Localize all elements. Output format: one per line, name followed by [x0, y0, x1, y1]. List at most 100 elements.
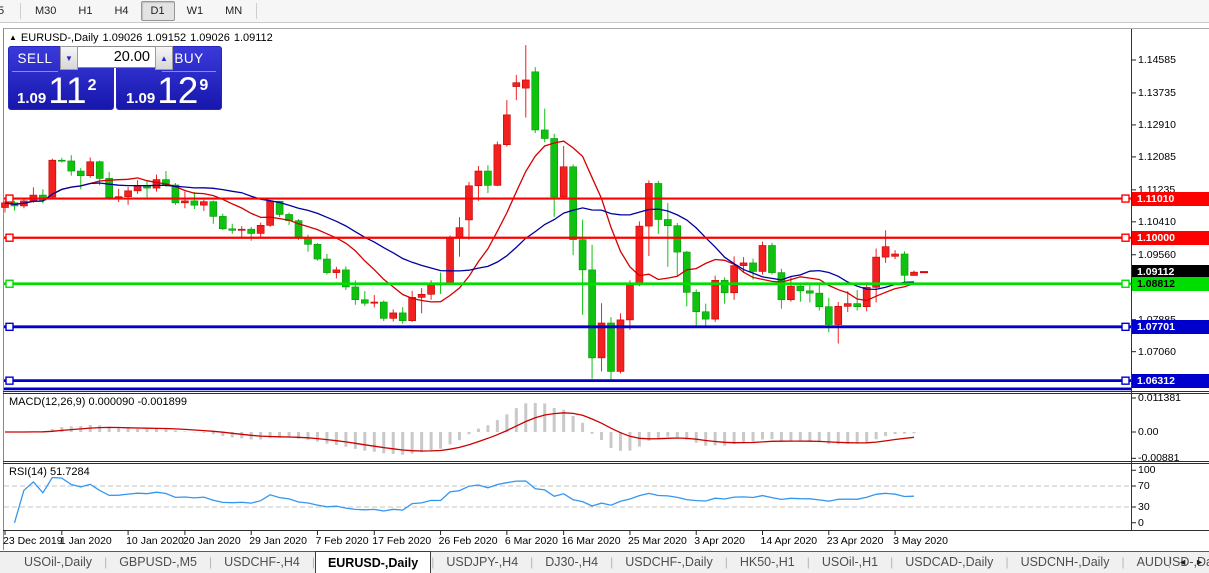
- timeframe-button-h4[interactable]: H4: [114, 5, 129, 17]
- candle-body: [843, 303, 852, 307]
- candle-body: [200, 201, 208, 206]
- candle-body: [48, 159, 57, 198]
- lot-size-input[interactable]: [78, 46, 155, 68]
- chart-tab-dj30-h4[interactable]: DJ30-,H4: [545, 555, 599, 569]
- candle-body: [95, 161, 104, 179]
- candle-body: [332, 269, 341, 273]
- ohlc-close: 1.09112: [233, 32, 273, 44]
- candle-body: [124, 190, 132, 197]
- chart-tab-audusd-daily[interactable]: AUDUSD-,Daily: [1136, 555, 1209, 569]
- tab-scroll-left-icon[interactable]: ◄: [1178, 557, 1188, 567]
- chart-tab-usdcnh-daily[interactable]: USDCNH-,Daily: [1020, 555, 1110, 569]
- lot-decrease-button[interactable]: ▼: [60, 46, 78, 70]
- timeframe-button-m30[interactable]: M30: [35, 5, 57, 17]
- timeframe-button-clipped[interactable]: 5: [0, 1, 16, 21]
- candle-body: [720, 280, 729, 294]
- candle-body: [417, 294, 426, 298]
- candle-body: [133, 185, 142, 192]
- candle-body: [58, 159, 66, 162]
- candle-body: [597, 322, 606, 359]
- indicator-tick: 70: [1138, 480, 1150, 492]
- candle-body: [247, 228, 255, 234]
- candle-body: [313, 244, 322, 260]
- sell-price-prefix: 1.09: [17, 90, 47, 107]
- collapse-arrow-icon[interactable]: ▲: [9, 33, 17, 42]
- chart-tab-eurusd-daily[interactable]: EURUSD-,Daily: [314, 551, 432, 573]
- candle-body: [749, 262, 757, 272]
- candle-body: [228, 228, 237, 231]
- price-tick: 1.12910: [1138, 118, 1176, 131]
- level-line-handle[interactable]: [5, 322, 14, 332]
- price-tick: 1.13735: [1138, 86, 1176, 99]
- candle-body: [76, 170, 85, 176]
- level-line-handle[interactable]: [1121, 279, 1130, 288]
- sell-button[interactable]: SELL: [17, 51, 53, 66]
- chart-tab-usdcad-daily[interactable]: USDCAD-,Daily: [905, 555, 994, 569]
- ohlc-high: 1.09152: [146, 32, 187, 44]
- toolbar-divider: [256, 3, 258, 19]
- level-line-handle[interactable]: [5, 194, 14, 203]
- candle-body: [806, 290, 814, 294]
- timeframe-button-d1[interactable]: D1: [140, 1, 175, 21]
- candle-body: [645, 183, 653, 227]
- lot-increase-button[interactable]: ▲: [155, 46, 173, 70]
- level-line-handle[interactable]: [5, 279, 14, 288]
- chart-tab-usdjpy-h4[interactable]: USDJPY-,H4: [446, 555, 519, 569]
- date-tick-label: 16 Mar 2020: [561, 535, 621, 547]
- timeframe-button-w1[interactable]: W1: [186, 5, 204, 17]
- indicator-tick: 30: [1138, 501, 1150, 513]
- tab-scroll-right-icon[interactable]: ►: [1195, 557, 1204, 567]
- ohlc-low: 1.09026: [190, 32, 230, 44]
- candle-body: [86, 161, 95, 176]
- candle-body: [654, 183, 663, 220]
- chart-tab-usdchf-h4[interactable]: USDCHF-,H4: [224, 555, 300, 569]
- rsi-header: RSI(14) 51.7284: [9, 466, 90, 478]
- price-tick: 1.12085: [1138, 150, 1176, 163]
- date-tick-label: 20 Jan 2020: [182, 535, 241, 547]
- buy-divider: [162, 71, 216, 72]
- level-line-handle[interactable]: [1121, 376, 1130, 385]
- chart-tab-usdchf-daily[interactable]: USDCHF-,Daily: [625, 555, 713, 569]
- level-line-handle[interactable]: [5, 376, 14, 385]
- timeframe-toolbar: 5 M30 H1 H4 D1 W1 MN: [0, 0, 1209, 23]
- chart-tab-bar: USOil-,Daily | GBPUSD-,M5 | USDCHF-,H4 | EURUS…: [0, 551, 1209, 573]
- candle-body: [105, 178, 113, 198]
- tab-divider: |: [104, 555, 108, 569]
- candle-body: [323, 258, 331, 273]
- level-line-handle[interactable]: [1121, 322, 1130, 332]
- candle-body: [739, 262, 748, 266]
- candle-body: [256, 225, 265, 234]
- tab-divider: |: [311, 555, 315, 569]
- candle-body: [891, 253, 899, 257]
- timeframe-button-h1[interactable]: H1: [78, 5, 93, 17]
- level-line-handle[interactable]: [5, 233, 14, 242]
- candle-body: [758, 245, 767, 272]
- tab-divider: |: [610, 555, 614, 569]
- tab-nav-divider: [1169, 556, 1171, 568]
- date-tick-label: 10 Jan 2020: [126, 535, 184, 547]
- timeframe-button-mn[interactable]: MN: [225, 5, 243, 17]
- indicator-tick: 0.011381: [1138, 392, 1182, 404]
- price-tick: 1.10410: [1138, 215, 1176, 228]
- chart-tab-gbpusd-m5[interactable]: GBPUSD-,M5: [119, 555, 197, 569]
- candle-body: [540, 129, 549, 139]
- chart-tab-hk50-h1[interactable]: HK50-,H1: [739, 555, 795, 569]
- buy-button[interactable]: BUY: [174, 51, 204, 66]
- candle-body: [455, 227, 464, 239]
- price-badge: 1.09112: [1132, 265, 1209, 280]
- rsi-value: 51.7284: [49, 466, 90, 478]
- candle-body: [664, 219, 672, 226]
- candle-body: [616, 319, 625, 372]
- level-line-handle[interactable]: [1121, 233, 1130, 242]
- candle-body: [910, 271, 918, 276]
- candle-body: [777, 272, 786, 301]
- chart-top-border: [3, 28, 1209, 29]
- level-line-handle[interactable]: [1121, 194, 1130, 203]
- indicator-tick: 0: [1138, 516, 1144, 529]
- chart-tab-usoil-h1[interactable]: USOil-,H1: [821, 555, 879, 569]
- candle-body: [768, 245, 776, 273]
- chart-tab-usoil-daily[interactable]: USOil-,Daily: [24, 555, 93, 569]
- candle-body: [787, 285, 795, 301]
- candle-body: [872, 256, 880, 288]
